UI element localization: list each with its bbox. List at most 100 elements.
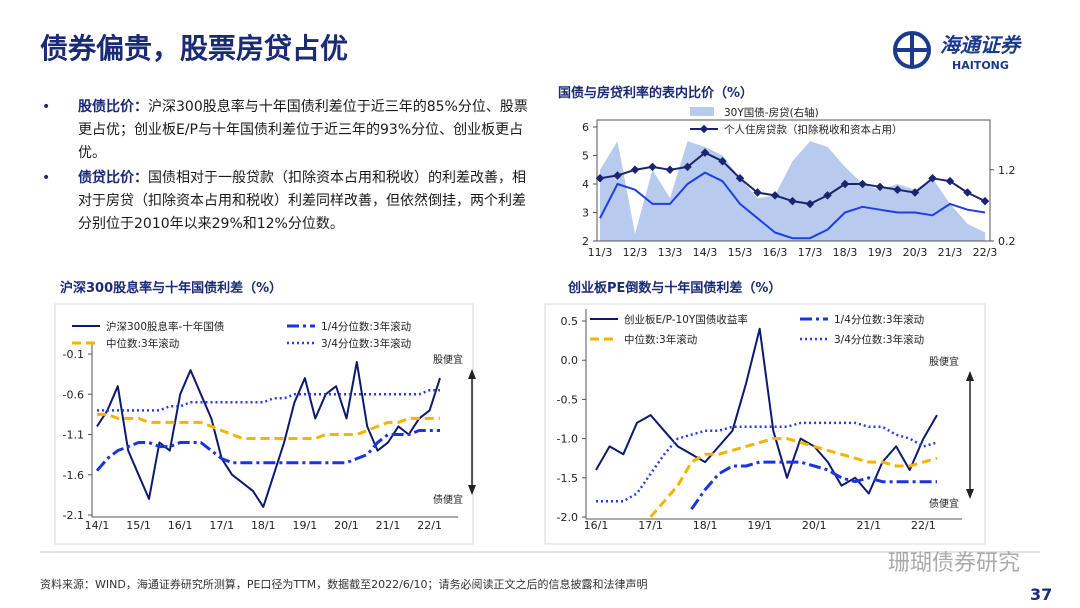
x-tick-label: 15/1 bbox=[126, 519, 151, 532]
marker bbox=[980, 196, 990, 206]
legend-label: 3/4分位数:3年滚动 bbox=[834, 333, 924, 346]
bullet-label: 股债比价： bbox=[78, 99, 148, 115]
y-tick-label: -2.0 bbox=[557, 511, 578, 524]
y-tick-label: -1.1 bbox=[63, 429, 84, 442]
chart-title: 创业板PE倒数与十年国债利差（%） bbox=[567, 280, 781, 296]
y-tick-label: -0.1 bbox=[63, 348, 84, 361]
y-tick-label: -1.6 bbox=[63, 469, 84, 482]
marker bbox=[665, 165, 675, 174]
x-tick-label: 16/3 bbox=[763, 246, 788, 259]
annotation: 股便宜 bbox=[433, 353, 463, 366]
chart-frame bbox=[544, 303, 986, 545]
x-tick-label: 22/1 bbox=[417, 519, 442, 532]
x-tick-label: 22/3 bbox=[973, 246, 998, 259]
series-line bbox=[595, 327, 938, 495]
x-tick-label: 21/3 bbox=[938, 246, 963, 259]
x-tick-label: 21/1 bbox=[376, 519, 401, 532]
series-line bbox=[96, 361, 441, 508]
logo-text: 海通证券 bbox=[940, 33, 1022, 57]
marker bbox=[630, 165, 640, 174]
legend-label: 1/4分位数:3年滚动 bbox=[834, 313, 924, 326]
series-line bbox=[596, 421, 938, 503]
arrow-head bbox=[468, 369, 476, 379]
bullet-text: 沪深300股息率与十年国债利差位于近三年的85%分位、股票更占优；创业板E/P与… bbox=[78, 99, 528, 161]
y-tick-label: -1.5 bbox=[557, 472, 578, 485]
bullet-text: 国债相对于一般贷款（扣除资本占用和税收）的利差改善，相对于房贷（扣除资本占用和税… bbox=[78, 170, 526, 232]
x-tick-label: 19/1 bbox=[747, 519, 772, 532]
x-tick-label: 16/1 bbox=[168, 519, 193, 532]
plot-frame bbox=[596, 119, 991, 242]
watermark: 珊瑚债券研究 bbox=[888, 551, 1020, 576]
series-area bbox=[600, 141, 985, 241]
legend-marker bbox=[699, 124, 709, 134]
y2-tick-label: 1.2 bbox=[998, 164, 1016, 177]
y2-tick-label: 0.2 bbox=[998, 235, 1016, 248]
bullet: 股债比价：沪深300股息率与十年国债利差位于近三年的85%分位、股票更占优；创业… bbox=[36, 96, 536, 165]
bullet: 债贷比价：国债相对于一般贷款（扣除资本占用和税收）的利差改善，相对于房贷（扣除资… bbox=[36, 167, 536, 236]
y-tick-label: -0.5 bbox=[557, 393, 578, 406]
y-tick-label: -0.6 bbox=[63, 388, 84, 401]
y-tick-label: -2.1 bbox=[63, 509, 84, 522]
series-line bbox=[95, 429, 440, 472]
y-tick-label: 3 bbox=[582, 207, 589, 220]
bullet-list: 股债比价：沪深300股息率与十年国债利差位于近三年的85%分位、股票更占优；创业… bbox=[36, 96, 536, 238]
x-tick-label: 19/1 bbox=[293, 519, 318, 532]
series-line bbox=[97, 412, 440, 440]
x-tick-label: 21/1 bbox=[856, 519, 881, 532]
legend-label: 个人住房贷款（扣除税收和资本占用） bbox=[724, 123, 903, 136]
legend-label: 30Y国债-房贷(右轴) bbox=[724, 106, 819, 119]
x-tick-label: 19/3 bbox=[868, 246, 893, 259]
y-tick-label: 0.0 bbox=[561, 354, 579, 367]
x-tick-label: 18/1 bbox=[693, 519, 718, 532]
y-tick-label: 5 bbox=[582, 150, 589, 163]
x-tick-label: 17/1 bbox=[638, 519, 663, 532]
x-tick-label: 20/3 bbox=[903, 246, 928, 259]
x-tick-label: 20/1 bbox=[802, 519, 827, 532]
legend-label: 1/4分位数:3年滚动 bbox=[321, 320, 411, 333]
x-tick-label: 14/1 bbox=[85, 519, 110, 532]
y-tick-label: 0.5 bbox=[561, 315, 579, 328]
series-line bbox=[97, 388, 440, 412]
bullet-label: 债贷比价： bbox=[78, 170, 148, 186]
x-tick-label: 18/3 bbox=[833, 246, 858, 259]
logo: 海通证券 HAITONG bbox=[893, 31, 1022, 72]
slide-title: 债券偏贵，股票房贷占优 bbox=[40, 32, 348, 65]
series-line bbox=[649, 437, 938, 518]
arrow-head bbox=[468, 485, 476, 495]
x-tick-label: 16/1 bbox=[584, 519, 609, 532]
y-tick-label: 2 bbox=[582, 235, 589, 248]
arrow-head bbox=[966, 371, 974, 381]
legend-label: 创业板E/P-10Y国债收益率 bbox=[624, 313, 748, 326]
page-number: 37 bbox=[1030, 585, 1052, 604]
legend-label: 沪深300股息率-十年国债 bbox=[106, 320, 224, 333]
logo-text: HAITONG bbox=[952, 59, 1009, 72]
y-tick-label: 4 bbox=[582, 178, 589, 191]
x-tick-label: 12/3 bbox=[623, 246, 648, 259]
legend-label: 中位数:3年滚动 bbox=[624, 333, 697, 346]
legend-label: 中位数:3年滚动 bbox=[106, 337, 179, 350]
x-tick-label: 18/1 bbox=[251, 519, 276, 532]
series-line bbox=[690, 460, 937, 511]
x-tick-label: 17/1 bbox=[209, 519, 234, 532]
marker bbox=[648, 162, 657, 172]
annotation: 股便宜 bbox=[929, 355, 959, 368]
x-tick-label: 11/3 bbox=[588, 246, 613, 259]
x-tick-label: 14/3 bbox=[693, 246, 718, 259]
x-tick-label: 15/3 bbox=[728, 246, 753, 259]
source-note: 资料来源：WIND，海通证券研究所测算，PE口径为TTM，数据截至2022/6/… bbox=[40, 577, 648, 591]
arrow-head bbox=[966, 489, 974, 499]
x-tick-label: 13/3 bbox=[658, 246, 683, 259]
x-tick-label: 17/3 bbox=[798, 246, 823, 259]
annotation: 债便宜 bbox=[929, 497, 959, 510]
chart-frame bbox=[54, 303, 474, 545]
chart-title: 国债与房贷利率的表内比价（%） bbox=[558, 85, 753, 101]
series-line bbox=[599, 171, 986, 240]
legend-label: 3/4分位数:3年滚动 bbox=[321, 337, 411, 350]
legend-swatch bbox=[690, 107, 714, 116]
x-tick-label: 22/1 bbox=[911, 519, 936, 532]
y-tick-label: -1.0 bbox=[557, 433, 578, 446]
chart-title: 沪深300股息率与十年国债利差（%） bbox=[60, 280, 282, 296]
x-tick-label: 20/1 bbox=[334, 519, 359, 532]
